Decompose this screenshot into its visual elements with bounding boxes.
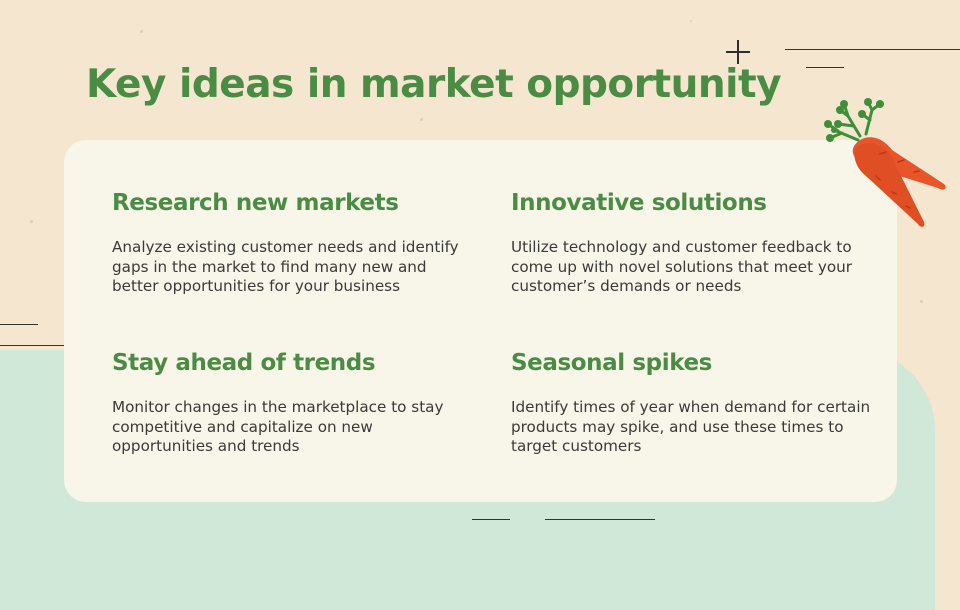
idea-text: Utilize technology and customer feedback…: [511, 238, 853, 295]
carrot-icon: [824, 98, 946, 227]
idea-block-innovative: Innovative solutions Utilize technology …: [511, 190, 871, 297]
idea-block-research: Research new markets Analyze existing cu…: [112, 190, 472, 297]
idea-heading: Research new markets: [112, 190, 399, 216]
idea-heading: Seasonal spikes: [511, 350, 712, 376]
idea-heading: Innovative solutions: [511, 190, 767, 216]
plus-icon: [726, 40, 750, 64]
idea-block-trends: Stay ahead of trends Monitor changes in …: [112, 350, 472, 457]
speck: [690, 20, 692, 22]
idea-text: Analyze existing customer needs and iden…: [112, 238, 459, 295]
decorative-line: [472, 519, 510, 520]
decorative-line: [785, 49, 960, 50]
idea-text: Identify times of year when demand for c…: [511, 398, 871, 455]
decorative-line: [0, 345, 104, 346]
decorative-line: [545, 519, 655, 520]
idea-heading: Stay ahead of trends: [112, 350, 376, 376]
speck: [30, 220, 33, 223]
speck: [140, 30, 143, 33]
idea-block-seasonal: Seasonal spikes Identify times of year w…: [511, 350, 871, 457]
decorative-line: [806, 67, 844, 68]
slide-title: Key ideas in market opportunity: [86, 62, 782, 107]
speck: [920, 300, 923, 303]
speck: [420, 118, 423, 121]
idea-text: Monitor changes in the marketplace to st…: [112, 398, 444, 455]
content-card: Research new markets Analyze existing cu…: [64, 140, 897, 502]
decorative-line: [0, 324, 38, 325]
